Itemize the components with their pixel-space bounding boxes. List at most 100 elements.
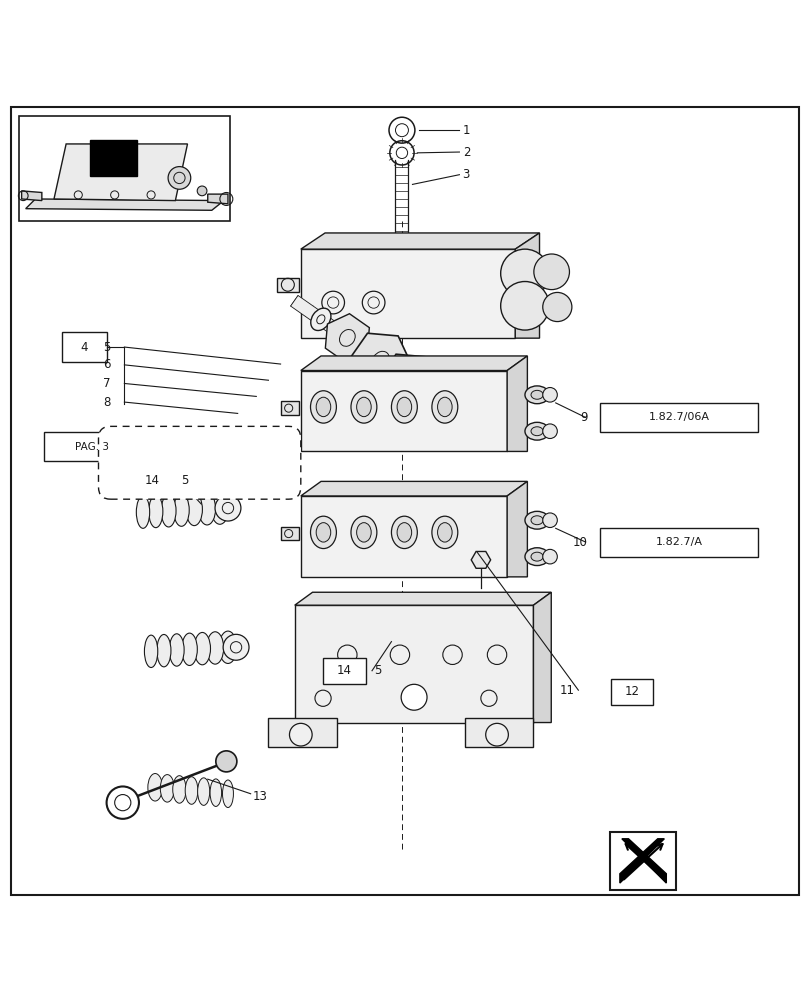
Ellipse shape [186, 493, 202, 526]
Ellipse shape [136, 496, 149, 528]
Ellipse shape [310, 391, 336, 423]
Text: 1.82.7/06A: 1.82.7/06A [648, 412, 709, 422]
Text: 8: 8 [103, 396, 110, 409]
Ellipse shape [144, 635, 157, 668]
Bar [599, 403, 757, 432]
Circle shape [500, 282, 548, 330]
Polygon shape [277, 278, 298, 292]
Polygon shape [470, 551, 490, 568]
Ellipse shape [211, 492, 229, 524]
Circle shape [106, 786, 139, 819]
Text: 5: 5 [373, 664, 380, 677]
Circle shape [542, 292, 571, 322]
Polygon shape [294, 592, 551, 605]
Text: 10: 10 [572, 536, 586, 549]
Polygon shape [515, 233, 539, 338]
Polygon shape [90, 140, 137, 176]
Polygon shape [379, 354, 437, 407]
Ellipse shape [542, 513, 556, 528]
Polygon shape [621, 839, 666, 883]
Circle shape [216, 751, 237, 772]
Polygon shape [26, 199, 224, 210]
Polygon shape [507, 356, 526, 451]
Polygon shape [464, 718, 533, 747]
Circle shape [485, 723, 508, 746]
Ellipse shape [161, 495, 176, 527]
Circle shape [198, 453, 217, 472]
Polygon shape [268, 718, 337, 747]
Polygon shape [294, 605, 533, 723]
Ellipse shape [530, 390, 543, 399]
Polygon shape [350, 333, 410, 389]
Ellipse shape [148, 774, 162, 801]
Polygon shape [300, 496, 507, 577]
Ellipse shape [397, 523, 411, 542]
Ellipse shape [389, 365, 404, 381]
Bar [45, 432, 139, 461]
Text: 4: 4 [80, 341, 88, 354]
Ellipse shape [350, 391, 376, 423]
Polygon shape [300, 233, 539, 249]
Text: 1.82.7/A: 1.82.7/A [654, 537, 702, 547]
Bar [62, 332, 106, 362]
Circle shape [204, 460, 211, 466]
Bar [599, 528, 757, 557]
Ellipse shape [542, 549, 556, 564]
Ellipse shape [397, 397, 411, 417]
Ellipse shape [311, 308, 331, 331]
Text: 5: 5 [103, 341, 110, 354]
Polygon shape [507, 481, 526, 577]
Polygon shape [619, 839, 663, 883]
Circle shape [234, 453, 254, 472]
Ellipse shape [524, 386, 548, 404]
Ellipse shape [315, 523, 330, 542]
Ellipse shape [530, 516, 543, 525]
Ellipse shape [350, 516, 376, 549]
Ellipse shape [524, 548, 548, 566]
Ellipse shape [315, 397, 330, 417]
Ellipse shape [431, 516, 457, 549]
Circle shape [500, 249, 548, 298]
Ellipse shape [182, 633, 197, 665]
Circle shape [161, 453, 181, 472]
Ellipse shape [356, 397, 371, 417]
Text: 13: 13 [252, 790, 267, 803]
Ellipse shape [437, 523, 452, 542]
Circle shape [215, 495, 241, 521]
Ellipse shape [210, 779, 221, 806]
Text: 6: 6 [103, 358, 110, 371]
Polygon shape [22, 191, 42, 201]
Ellipse shape [219, 631, 237, 663]
Circle shape [125, 453, 144, 472]
Bar [19, 116, 230, 221]
Ellipse shape [437, 397, 452, 417]
Text: 14: 14 [144, 474, 159, 487]
Ellipse shape [169, 634, 184, 666]
Text: 7: 7 [103, 377, 110, 390]
Circle shape [533, 254, 569, 290]
Circle shape [228, 447, 260, 479]
Polygon shape [325, 314, 369, 362]
Polygon shape [281, 527, 298, 540]
Polygon shape [300, 481, 526, 496]
Polygon shape [290, 295, 417, 390]
Circle shape [289, 723, 311, 746]
Circle shape [118, 447, 151, 479]
Text: 3: 3 [462, 168, 470, 181]
Circle shape [168, 460, 174, 466]
Ellipse shape [542, 388, 556, 402]
Ellipse shape [431, 391, 457, 423]
Polygon shape [208, 194, 228, 204]
Polygon shape [300, 249, 515, 338]
Ellipse shape [530, 427, 543, 436]
Circle shape [401, 684, 427, 710]
Ellipse shape [157, 634, 171, 667]
Ellipse shape [185, 777, 198, 804]
Polygon shape [300, 356, 526, 371]
Polygon shape [300, 371, 507, 451]
Ellipse shape [174, 494, 189, 526]
Circle shape [168, 167, 191, 189]
Ellipse shape [160, 775, 174, 802]
Ellipse shape [524, 422, 548, 440]
Ellipse shape [542, 424, 556, 438]
